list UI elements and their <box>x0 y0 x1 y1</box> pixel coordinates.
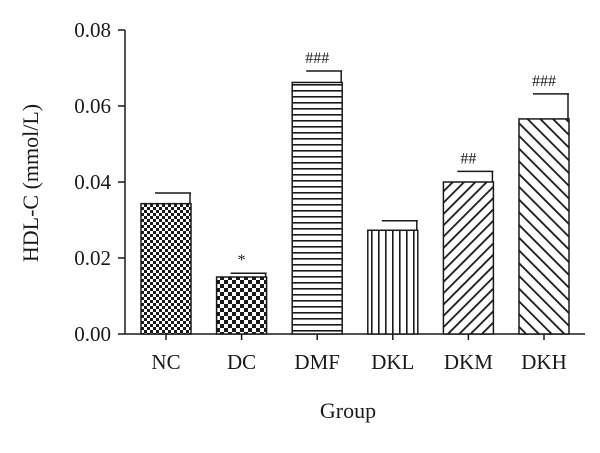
bar-dc <box>215 276 268 335</box>
significance-label-dmf: ### <box>305 50 329 67</box>
bar-dkm <box>442 181 495 335</box>
y-axis-title: HDL-C (mmol/L) <box>18 104 43 262</box>
bar-nc <box>140 202 192 335</box>
category-label-dkm: DKM <box>444 350 493 374</box>
bar-dmf <box>291 81 343 335</box>
y-tick-label: 0.02 <box>74 246 111 270</box>
significance-label-dkh: ### <box>532 73 556 90</box>
x-axis-title: Group <box>320 398 376 423</box>
significance-label-dkm: ## <box>460 150 476 167</box>
category-label-dkl: DKL <box>371 350 414 374</box>
plot-area: 0.00 0.02 0.04 0.06 0.08 NC DC * DMF ### DKL DKM ## D… <box>74 18 585 374</box>
y-tick-label: 0.00 <box>74 322 111 346</box>
category-label-dkh: DKH <box>521 350 567 374</box>
bar-dkl <box>367 229 419 335</box>
y-tick-label: 0.04 <box>74 170 111 194</box>
category-label-dmf: DMF <box>294 350 340 374</box>
y-tick-label: 0.08 <box>74 18 111 42</box>
category-label-dc: DC <box>227 350 256 374</box>
y-tick-label: 0.06 <box>74 94 111 118</box>
bar-dkh <box>518 118 570 335</box>
category-label-nc: NC <box>151 350 180 374</box>
significance-label-dc: * <box>238 252 246 269</box>
